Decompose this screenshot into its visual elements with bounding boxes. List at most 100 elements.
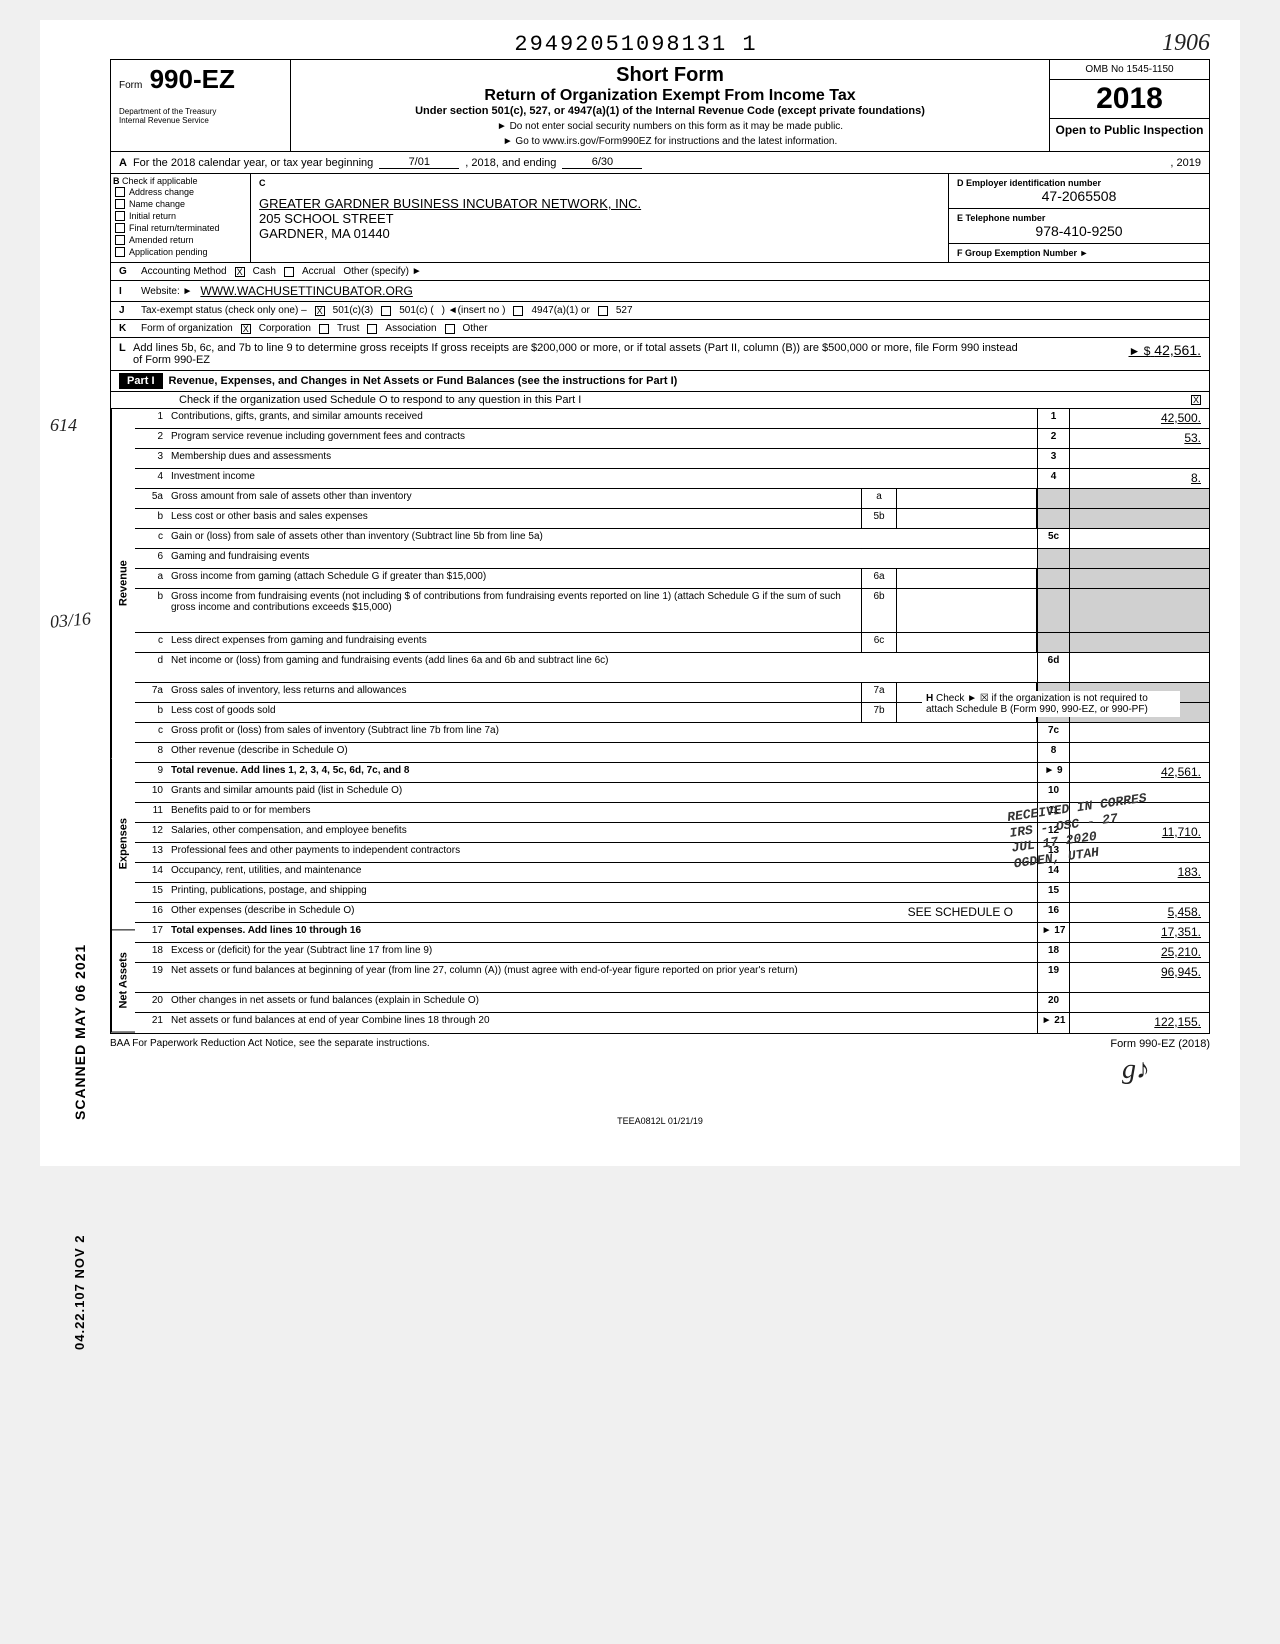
form-header: Form 990-EZ Department of the Treasury I… (110, 59, 1210, 152)
section-bcdef: B Check if applicable Address change Nam… (110, 174, 1210, 263)
line-20-val (1069, 993, 1209, 1012)
website-label: Website: ► (141, 286, 192, 297)
margin-scanned-stamp: SCANNED MAY 06 2021 (72, 944, 88, 1120)
cb-501c3[interactable]: X (315, 306, 325, 316)
part1-header-row: Part I Revenue, Expenses, and Changes in… (110, 371, 1210, 392)
cb-501c[interactable] (381, 306, 391, 316)
line-18-val: 25,210. (1069, 943, 1209, 962)
line-7a: Gross sales of inventory, less returns a… (167, 683, 861, 702)
line-21-val: 122,155. (1069, 1013, 1209, 1033)
gross-receipts: 42,561. (1154, 342, 1201, 358)
line-4-val: 8. (1069, 469, 1209, 488)
form-prefix: Form (119, 80, 142, 91)
label-i: I (119, 286, 133, 297)
footer-baa: BAA For Paperwork Reduction Act Notice, … (110, 1038, 430, 1050)
cb-527[interactable] (598, 306, 608, 316)
cb-other-org[interactable] (445, 324, 455, 334)
margin-handwritten-0316: 03/16 (49, 608, 92, 632)
phone-value: 978-410-9250 (957, 223, 1201, 239)
other-specify: Other (specify) ► (343, 266, 421, 277)
org-name: GREATER GARDNER BUSINESS INCUBATOR NETWO… (259, 196, 940, 211)
check-o-text: Check if the organization used Schedule … (119, 394, 581, 406)
line-8-val (1069, 743, 1209, 762)
line-6a: Gross income from gaming (attach Schedul… (167, 569, 861, 588)
cb-final-return[interactable]: Final return/terminated (113, 222, 248, 234)
cb-schedule-o[interactable]: X (1191, 395, 1201, 405)
cb-amended[interactable]: Amended return (113, 234, 248, 246)
footer-form: Form 990-EZ (2018) (1110, 1038, 1210, 1050)
check-if-applicable: Check if applicable (122, 176, 198, 186)
cb-trust[interactable] (319, 324, 329, 334)
part1-title: Revenue, Expenses, and Changes in Net As… (163, 375, 1201, 387)
line-19: Net assets or fund balances at beginning… (167, 963, 1037, 992)
line-4: Investment income (167, 469, 1037, 488)
row-a-mid: , 2018, and ending (465, 157, 556, 169)
line-5b: Less cost or other basis and sales expen… (167, 509, 861, 528)
cb-assoc[interactable] (367, 324, 377, 334)
line-6b: Gross income from fundraising events (no… (167, 589, 861, 632)
cb-4947[interactable] (513, 306, 523, 316)
cb-name-change[interactable]: Name change (113, 198, 248, 210)
line-21: Net assets or fund balances at end of ye… (167, 1013, 1037, 1033)
line-17-val: 17,351. (1069, 923, 1209, 942)
line-2: Program service revenue including govern… (167, 429, 1037, 448)
accounting-method: Accounting Method (141, 266, 227, 277)
tax-exempt-text: Tax-exempt status (check only one) – (141, 305, 307, 316)
part1-table: Revenue Expenses Net Assets 1Contributio… (110, 409, 1210, 1034)
row-i: I Website: ► WWW.WACHUSETTINCUBATOR.ORG (110, 281, 1210, 302)
cb-initial-return[interactable]: Initial return (113, 210, 248, 222)
org-address1: 205 SCHOOL STREET (259, 211, 940, 226)
tax-year: 2018 (1050, 80, 1209, 119)
label-d: D Employer identification number (957, 178, 1201, 188)
label-k: K (119, 323, 133, 334)
line-7c: Gross profit or (loss) from sales of inv… (167, 723, 1037, 742)
label-l: L (119, 342, 133, 366)
label-g: G (119, 266, 133, 277)
check-schedule-o-row: Check if the organization used Schedule … (110, 392, 1210, 409)
year-begin: 7/01 (379, 156, 459, 169)
label-f: F Group Exemption Number ► (957, 248, 1201, 258)
cb-corp[interactable]: X (241, 324, 251, 334)
line-5c: Gain or (loss) from sale of assets other… (167, 529, 1037, 548)
cb-accrual[interactable] (284, 267, 294, 277)
signature: g♪ (110, 1054, 1210, 1086)
side-revenue: Revenue (111, 409, 135, 758)
ein-value: 47-2065508 (957, 188, 1201, 204)
label-e: E Telephone number (957, 213, 1201, 223)
ssn-note: ► Do not enter social security numbers o… (295, 121, 1045, 132)
line-16-val: 5,458. (1069, 903, 1209, 922)
line-11: Benefits paid to or for members (167, 803, 1037, 822)
line-2-val: 53. (1069, 429, 1209, 448)
row-h-text: Check ► ☒ if the organization is not req… (926, 693, 1148, 715)
label-a: A (119, 157, 127, 169)
line-14-val: 183. (1069, 863, 1209, 882)
side-expenses: Expenses (111, 758, 135, 930)
part1-label: Part I (119, 373, 163, 389)
line-10: Grants and similar amounts paid (list in… (167, 783, 1037, 802)
line-16: Other expenses (describe in Schedule O)S… (167, 903, 1037, 922)
org-address2: GARDNER, MA 01440 (259, 226, 940, 241)
row-j: J Tax-exempt status (check only one) – X… (110, 302, 1210, 320)
line-6d-val (1069, 653, 1209, 682)
line-3-val (1069, 449, 1209, 468)
cb-cash[interactable]: X (235, 267, 245, 277)
label-h: H (926, 693, 933, 704)
cb-address-change[interactable]: Address change (113, 186, 248, 198)
handwritten-1906: 1906 (1162, 30, 1210, 57)
form-number: 990-EZ (150, 64, 235, 94)
document-number: 29492051098131 1 (514, 32, 757, 57)
line-18: Excess or (deficit) for the year (Subtra… (167, 943, 1037, 962)
line-17: Total expenses. Add lines 10 through 16 (167, 923, 1037, 942)
line-1-val: 42,500. (1069, 409, 1209, 428)
footer: BAA For Paperwork Reduction Act Notice, … (110, 1034, 1210, 1054)
form-of-org: Form of organization (141, 323, 233, 334)
form-subtitle: Return of Organization Exempt From Incom… (295, 87, 1045, 105)
line-6c: Less direct expenses from gaming and fun… (167, 633, 861, 652)
line-20: Other changes in net assets or fund bala… (167, 993, 1037, 1012)
cb-application-pending[interactable]: Application pending (113, 246, 248, 258)
row-a-endyear: , 2019 (1170, 157, 1201, 169)
under-section: Under section 501(c), 527, or 4947(a)(1)… (295, 105, 1045, 117)
row-l-text: Add lines 5b, 6c, and 7b to line 9 to de… (133, 342, 1021, 366)
public-inspection: Open to Public Inspection (1050, 119, 1209, 141)
omb-number: OMB No 1545-1150 (1050, 60, 1209, 80)
